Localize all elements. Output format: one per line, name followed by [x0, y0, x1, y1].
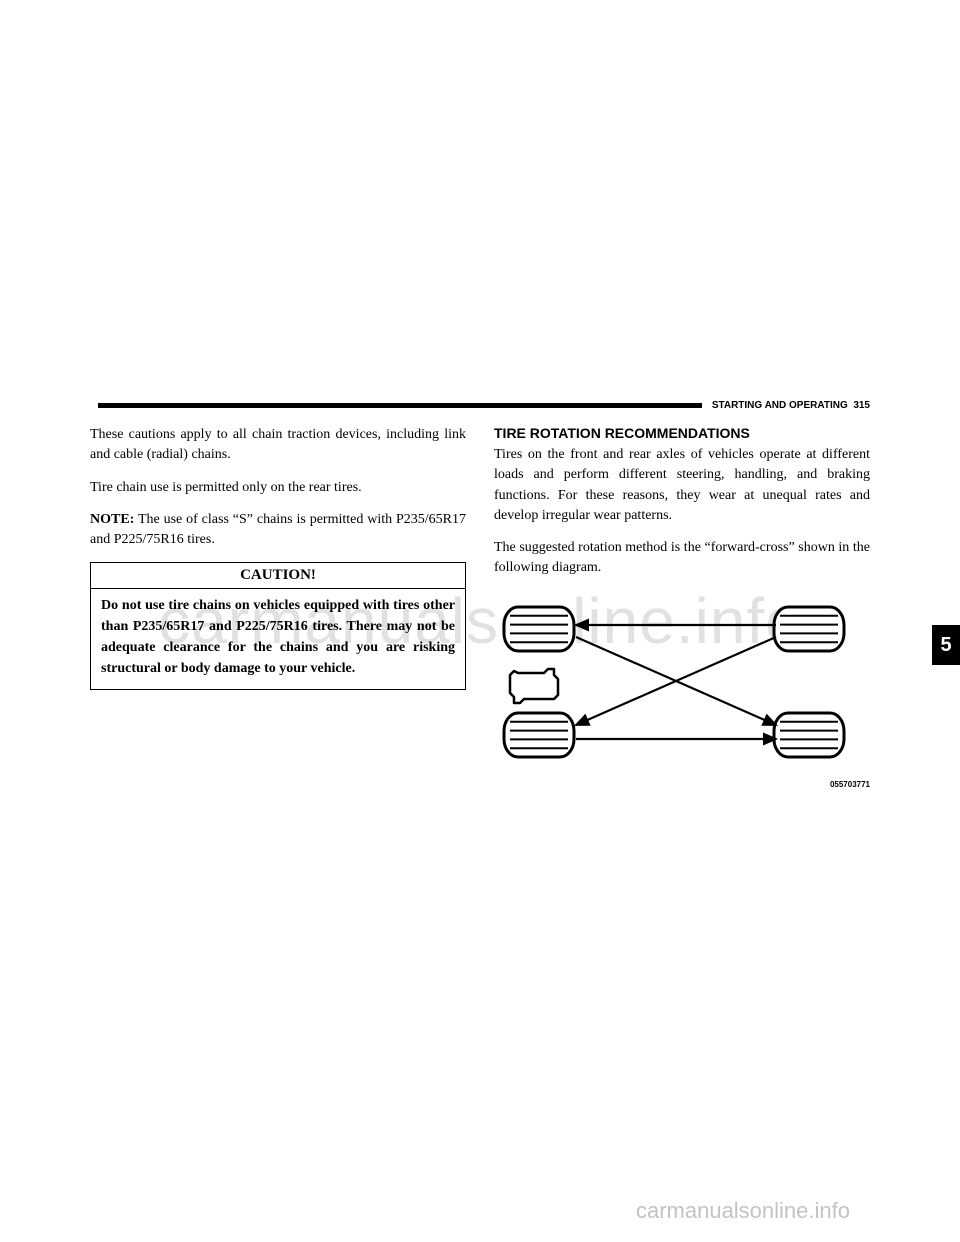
- right-para-1: Tires on the front and rear axles of veh…: [494, 445, 870, 526]
- header-rule: [98, 403, 702, 408]
- two-column-layout: These cautions apply to all chain tracti…: [90, 425, 870, 789]
- caution-box: CAUTION! Do not use tire chains on vehic…: [90, 562, 466, 690]
- header-gap: [90, 403, 98, 408]
- left-para-1: These cautions apply to all chain tracti…: [90, 425, 466, 466]
- caution-body: Do not use tire chains on vehicles equip…: [91, 589, 465, 689]
- diagram-id: 055703771: [494, 780, 870, 789]
- right-heading: TIRE ROTATION RECOMMENDATIONS: [494, 425, 870, 441]
- note-label: NOTE:: [90, 512, 134, 527]
- rotation-svg: [494, 597, 854, 767]
- left-para-2: Tire chain use is permitted only on the …: [90, 478, 466, 498]
- caution-title: CAUTION!: [91, 563, 465, 589]
- right-column: TIRE ROTATION RECOMMENDATIONS Tires on t…: [494, 425, 870, 789]
- left-note: NOTE: The use of class “S” chains is per…: [90, 510, 466, 551]
- note-text: The use of class “S” chains is permitted…: [90, 512, 466, 547]
- page-header: STARTING AND OPERATING 315: [90, 400, 870, 411]
- tire-rotation-diagram: 055703771: [494, 597, 870, 789]
- header-label: STARTING AND OPERATING 315: [702, 400, 870, 411]
- right-para-2: The suggested rotation method is the “fo…: [494, 538, 870, 579]
- header-page: 315: [853, 400, 870, 411]
- left-column: These cautions apply to all chain tracti…: [90, 425, 466, 789]
- header-section: STARTING AND OPERATING: [712, 400, 848, 411]
- footer-watermark: carmanualsonline.info: [636, 1198, 850, 1224]
- section-tab: 5: [932, 625, 960, 665]
- page-content: STARTING AND OPERATING 315 These caution…: [90, 400, 870, 789]
